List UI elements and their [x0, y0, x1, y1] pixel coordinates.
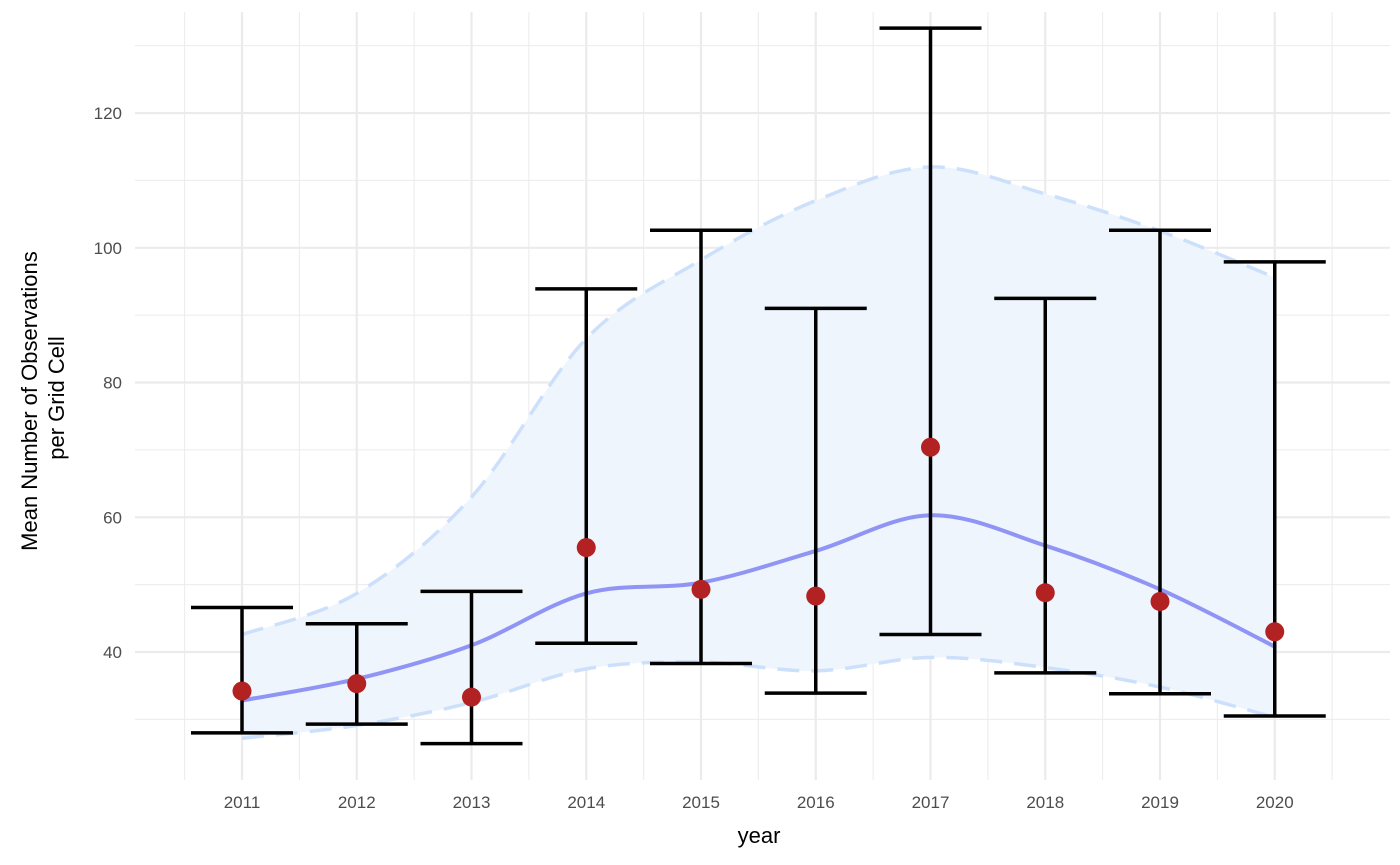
data-point: [576, 538, 596, 558]
x-tick-label: 2017: [912, 793, 950, 812]
band-upper-line: [241, 165, 1276, 637]
y-axis-ticks: 40 60 80 100 120: [94, 104, 122, 662]
error-bar: [879, 26, 982, 637]
data-point: [462, 687, 481, 707]
data-point: [921, 437, 940, 457]
y-tick-label: 60: [103, 508, 122, 527]
y-tick-label: 40: [103, 643, 122, 662]
error-bar: [1109, 228, 1211, 696]
smooth-line: [241, 513, 1276, 703]
x-tick-label: 2018: [1026, 793, 1064, 812]
band-lower-line: [241, 655, 1276, 740]
error-bar: [420, 589, 523, 746]
x-tick-label: 2015: [682, 793, 720, 812]
data-point: [347, 674, 367, 694]
y-axis-title-line-2: per Grid Cell: [44, 336, 69, 459]
smooth-line-layer: [241, 513, 1276, 703]
error-bar: [535, 287, 638, 645]
x-axis-ticks: 2011 2012 2013 2014 2015 2016 2017 2018 2019 2020: [224, 793, 1294, 812]
error-bar: [764, 306, 867, 695]
error-bar: [191, 605, 293, 735]
data-point: [806, 586, 826, 606]
y-axis-title-line-1: Mean Number of Observations: [17, 251, 42, 551]
data-points: [232, 437, 1285, 707]
data-point: [1265, 622, 1285, 642]
x-tick-label: 2020: [1256, 793, 1294, 812]
x-tick-label: 2011: [224, 793, 261, 812]
y-tick-label: 120: [94, 104, 122, 123]
error-bar: [994, 296, 1097, 675]
x-tick-label: 2012: [338, 793, 376, 812]
x-axis-title: year: [738, 823, 781, 848]
y-axis-title: Mean Number of Observations per Grid Cel…: [17, 245, 69, 551]
data-point: [691, 579, 711, 599]
x-tick-label: 2014: [567, 793, 605, 812]
data-point: [1150, 591, 1170, 611]
y-tick-label: 80: [103, 374, 122, 393]
x-tick-label: 2013: [453, 793, 491, 812]
x-tick-label: 2019: [1141, 793, 1179, 812]
x-tick-label: 2016: [797, 793, 835, 812]
band-area: [242, 166, 1275, 739]
data-point: [1035, 583, 1055, 603]
y-tick-label: 100: [94, 239, 122, 258]
data-point: [232, 681, 252, 701]
error-bar: [305, 621, 408, 726]
confidence-band: [241, 165, 1276, 740]
